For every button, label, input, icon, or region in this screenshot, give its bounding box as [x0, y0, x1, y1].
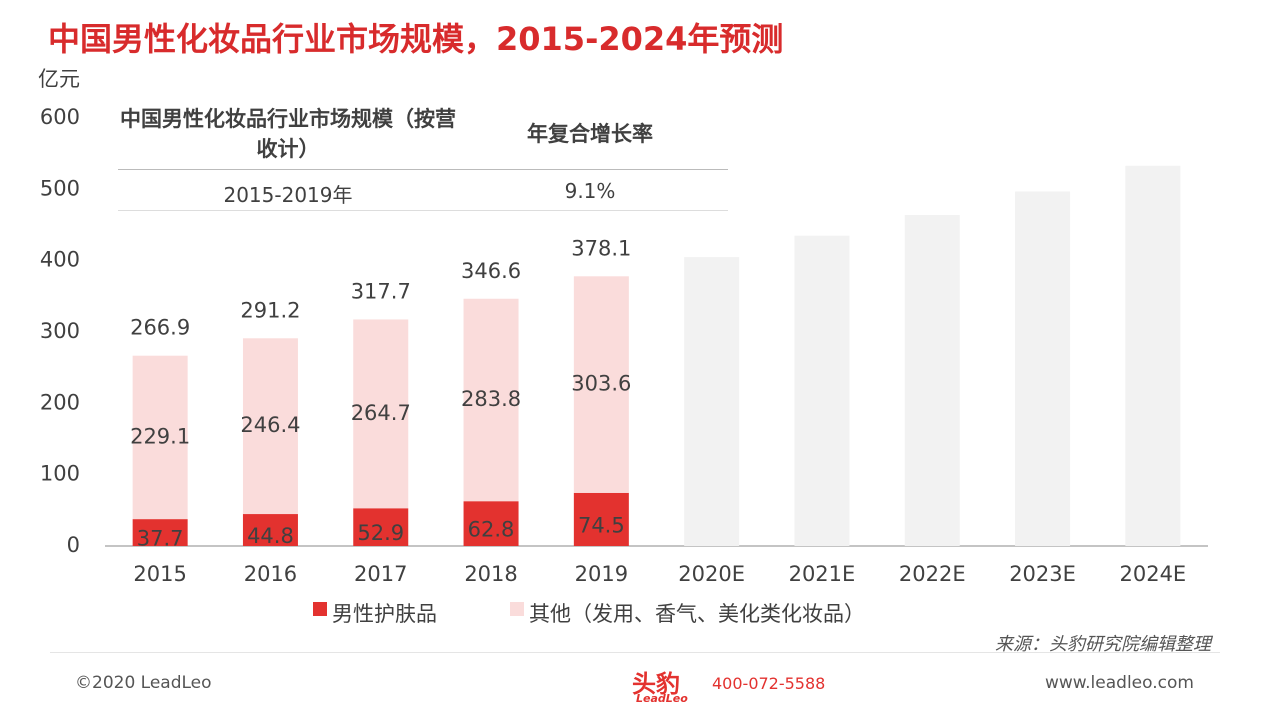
x-tick-label: 2021E	[789, 562, 856, 586]
value-label: 283.8	[461, 387, 521, 411]
forecast-bar	[904, 215, 960, 546]
table-cell: 2015-2019年	[223, 183, 353, 207]
phone: 400-072-5588	[712, 674, 826, 693]
forecast-bar	[1015, 191, 1071, 546]
bar-segment	[353, 319, 409, 509]
y-tick-label: 100	[40, 462, 80, 486]
value-label: 229.1	[130, 424, 190, 448]
url: www.leadleo.com	[1045, 673, 1194, 693]
x-tick-label: 2022E	[899, 562, 966, 586]
value-label: 52.9	[357, 521, 404, 545]
value-label: 62.8	[468, 518, 515, 542]
y-tick-label: 0	[67, 533, 80, 557]
x-tick-label: 2017	[354, 562, 407, 586]
title: 中国男性化妆品行业市场规模，2015-2024年预测	[48, 20, 784, 58]
x-tick-label: 2019	[575, 562, 628, 586]
bar-segment	[353, 508, 409, 546]
bar-segment	[573, 492, 629, 546]
bar-segment	[242, 514, 298, 546]
value-label: 74.5	[578, 513, 625, 537]
legend-swatch	[510, 602, 524, 616]
y-tick-label: 600	[40, 105, 80, 129]
total-label: 346.6	[461, 259, 521, 283]
bar-segment	[242, 338, 298, 515]
legend-label: 其他（发用、香气、美化类化妆品）	[529, 602, 865, 626]
legend-swatch	[313, 602, 327, 616]
table-rule	[118, 169, 728, 170]
logo: 头豹	[632, 670, 680, 698]
copyright: ©2020 LeadLeo	[75, 673, 212, 693]
bar-segment	[463, 501, 519, 546]
y-tick-label: 500	[40, 176, 80, 200]
bar-segment	[463, 298, 519, 502]
table-header: 中国男性化妆品行业市场规模（按营收计）	[120, 107, 456, 161]
x-tick-label: 2023E	[1009, 562, 1076, 586]
forecast-bar	[684, 257, 740, 546]
footer-rule	[50, 652, 1220, 653]
forecast-bar	[1125, 165, 1181, 546]
y-tick-label: 300	[40, 319, 80, 343]
y-unit: 亿元	[38, 67, 80, 91]
x-tick-label: 2016	[244, 562, 297, 586]
y-tick-label: 400	[40, 248, 80, 272]
x-tick-label: 2018	[464, 562, 517, 586]
y-tick-label: 200	[40, 390, 80, 414]
source: 来源：头豹研究院编辑整理	[995, 634, 1211, 655]
logo-sub: LeadLeo	[636, 692, 688, 705]
value-label: 303.6	[571, 372, 631, 396]
total-label: 317.7	[351, 279, 411, 303]
x-tick-label: 2024E	[1119, 562, 1186, 586]
total-label: 378.1	[571, 236, 631, 260]
bar-segment	[132, 519, 188, 546]
value-label: 246.4	[240, 413, 300, 437]
bar-segment	[573, 276, 629, 493]
x-tick-label: 2015	[133, 562, 186, 586]
value-label: 44.8	[247, 524, 294, 548]
x-tick-label: 2020E	[678, 562, 745, 586]
table-cell: 9.1%	[564, 179, 616, 203]
total-label: 266.9	[130, 316, 190, 340]
table-rule	[118, 210, 728, 211]
bar-segment	[132, 355, 188, 520]
total-label: 291.2	[240, 298, 300, 322]
forecast-bar	[794, 235, 850, 546]
table-header: 年复合增长率	[527, 122, 653, 146]
value-label: 37.7	[137, 527, 184, 551]
value-label: 264.7	[351, 401, 411, 425]
legend-label: 男性护肤品	[332, 602, 437, 626]
